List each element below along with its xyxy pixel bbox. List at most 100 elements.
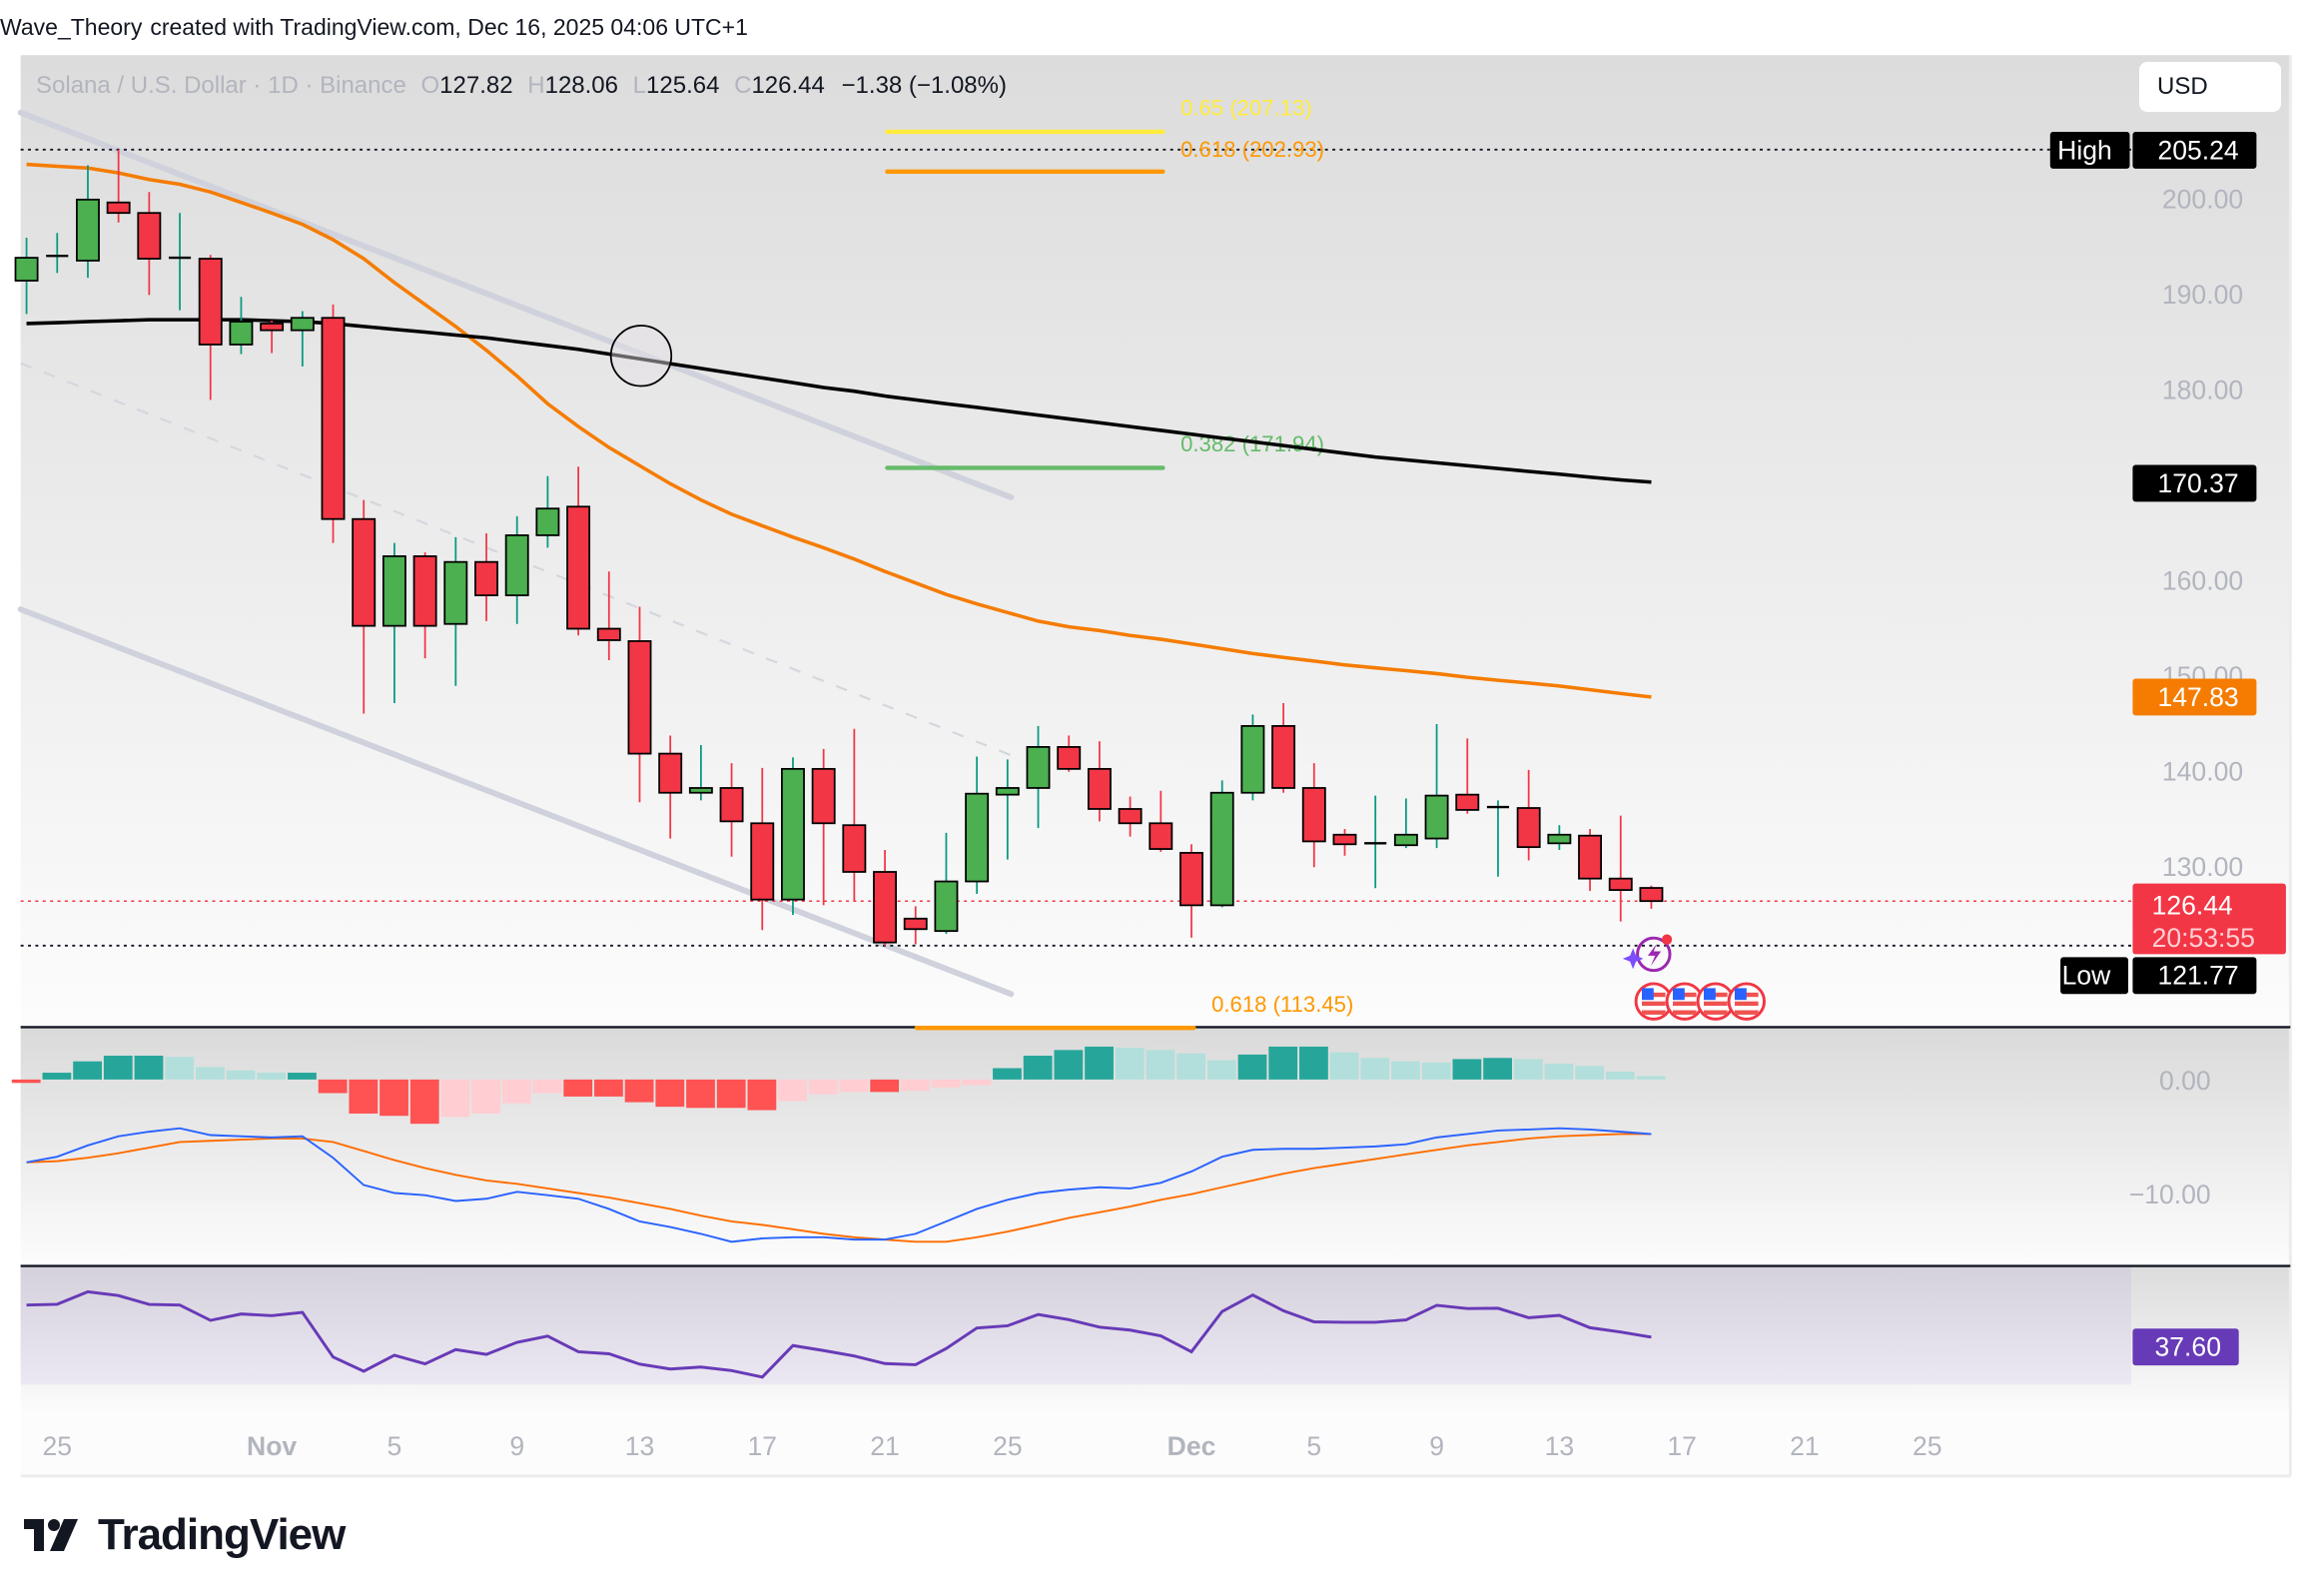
open-label: O: [420, 72, 440, 99]
macd-tick-label: −10.00: [2129, 1180, 2211, 1209]
macd-histogram-bar: [1452, 1059, 1482, 1080]
rsi-indicator: [26, 1289, 1652, 1379]
us-flag-event-icon[interactable]: [1696, 982, 1735, 1021]
us-flag-event-icon[interactable]: [1727, 982, 1766, 1021]
macd-histogram-bar: [839, 1079, 869, 1093]
high-value-tag[interactable]: 205.24: [2132, 131, 2257, 169]
macd-histogram-bar: [1391, 1061, 1420, 1080]
candle: [46, 233, 69, 274]
rsi-value-tag[interactable]: 37.60: [2132, 1328, 2239, 1366]
low-value-tag-bg: [2132, 957, 2257, 995]
rsi-line: [26, 1289, 1652, 1379]
candle: [260, 321, 285, 354]
flag-stripe: [1734, 1001, 1759, 1007]
currency-button[interactable]: USD: [2139, 62, 2281, 112]
candle: [1240, 714, 1265, 801]
rsi-value-tag-text: 37.60: [2155, 1332, 2221, 1362]
candle: [903, 906, 928, 945]
candle: [1364, 795, 1387, 889]
candle-body: [198, 258, 223, 346]
candle-body: [658, 752, 683, 794]
macd-histogram-bar: [993, 1068, 1022, 1080]
fib-level-label: 0.65 (207.13): [1180, 96, 1312, 121]
macd-histogram-bar: [1054, 1050, 1084, 1080]
fibonacci-levels[interactable]: 0.65 (207.13)0.618 (202.93)0.382 (171.94…: [885, 96, 1353, 1031]
price-tick-label: 200.00: [2162, 185, 2243, 215]
macd-histogram-bar: [1085, 1046, 1114, 1080]
crossover-circle[interactable]: [609, 325, 673, 388]
candle-body: [719, 787, 744, 823]
candle-body: [1149, 822, 1173, 850]
macd-histogram-bar: [962, 1079, 992, 1086]
candle-body: [1516, 807, 1541, 849]
symbol-legend[interactable]: Solana / U.S. Dollar · 1D · Binance O127…: [36, 72, 1007, 100]
ma200-value-tag[interactable]: 170.37: [2132, 464, 2257, 502]
candle-body: [14, 257, 39, 282]
low-label: L: [632, 72, 647, 99]
price-tick-label: 130.00: [2162, 852, 2243, 882]
candle: [688, 744, 713, 801]
ma200-value-tag-text: 170.37: [2157, 468, 2238, 498]
price-axis[interactable]: 200.00190.00180.00160.00150.00140.00130.…: [2049, 131, 2286, 1366]
candle-body: [1639, 887, 1664, 903]
time-axis-label: 5: [1306, 1431, 1321, 1461]
time-axis-label: 21: [1790, 1431, 1820, 1461]
candle: [1332, 829, 1357, 856]
flag-stripe: [1642, 1001, 1666, 1007]
flag-stripe: [1642, 1010, 1666, 1015]
channel-upper-line[interactable]: [17, 109, 1015, 500]
macd-histogram-bar: [257, 1073, 287, 1080]
flag-canton: [1734, 988, 1747, 1001]
last-price-text: 126.44: [2152, 891, 2233, 921]
macd-histogram-bar: [1605, 1071, 1635, 1080]
candle: [352, 499, 377, 714]
brand-name: TradingView: [98, 1510, 346, 1559]
candle-body: [1393, 833, 1418, 847]
time-axis-label: 5: [387, 1431, 402, 1461]
time-axis[interactable]: 25 Nov 5 9 13 17 21 25 Dec 5 9 13 17 21 25: [42, 1431, 1941, 1461]
low-value-tag[interactable]: 121.77: [2132, 957, 2257, 995]
crossover-circle-annotation[interactable]: [609, 325, 673, 388]
tradingview-logo[interactable]: TradingView: [24, 1510, 346, 1560]
candle-body: [1578, 834, 1603, 880]
main-pane[interactable]: [20, 55, 2291, 1027]
countdown-text: 20:53:55: [2152, 923, 2255, 953]
candle: [535, 475, 560, 548]
candle: [1393, 798, 1418, 849]
macd-histogram-bar: [1237, 1054, 1267, 1080]
flag-canton: [1703, 988, 1716, 1001]
time-axis-label: 17: [1667, 1431, 1697, 1461]
candle-body: [811, 767, 836, 825]
time-axis-area[interactable]: [20, 1413, 2291, 1476]
high-label-tag[interactable]: High: [2049, 131, 2130, 169]
channel-lower-line[interactable]: [17, 606, 1015, 998]
time-axis-label: 9: [509, 1431, 524, 1461]
created-text: created with TradingView.com, Dec 16, 20…: [150, 14, 748, 40]
macd-histogram-bar: [1115, 1048, 1145, 1080]
macd-histogram-bar: [103, 1056, 133, 1080]
candle: [965, 756, 990, 894]
author-name[interactable]: Wave_Theory: [0, 14, 143, 40]
candle: [995, 759, 1020, 860]
macd-histogram-bar: [1483, 1058, 1512, 1080]
candle-body: [137, 212, 162, 260]
macd-histogram-bar: [900, 1079, 930, 1092]
candle: [106, 149, 131, 223]
macd-histogram-bar: [1544, 1063, 1574, 1080]
macd-histogram-bar: [226, 1070, 256, 1080]
event-icons[interactable]: [1622, 934, 1766, 1021]
ma50-value-tag[interactable]: 147.83: [2132, 678, 2257, 716]
high-value: 128.06: [544, 72, 618, 99]
time-axis-label: 25: [42, 1431, 72, 1461]
macd-histogram-bar: [1206, 1060, 1236, 1080]
ma50-value-tag-text: 147.83: [2157, 682, 2238, 712]
macd-signal-line: [26, 1133, 1652, 1243]
us-flag-event-icon[interactable]: [1634, 982, 1673, 1021]
candle: [627, 606, 652, 803]
candle-body: [781, 767, 805, 901]
lightning-event-icon[interactable]: [1636, 936, 1672, 973]
time-axis-label: Nov: [247, 1431, 297, 1461]
low-label-tag[interactable]: Low: [2060, 957, 2129, 995]
